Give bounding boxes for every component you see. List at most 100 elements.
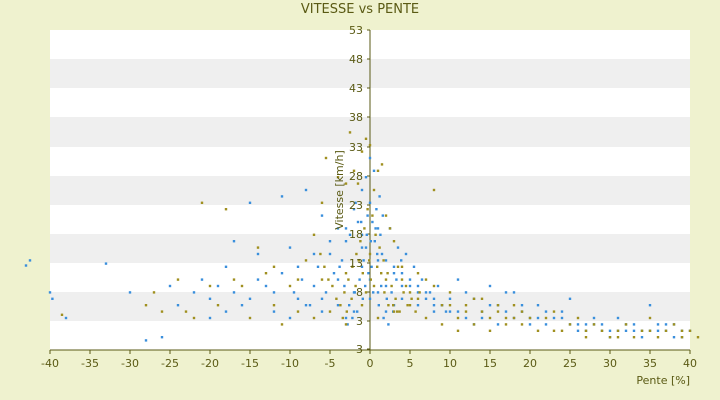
data-point: [420, 278, 424, 281]
data-point: [680, 329, 684, 332]
data-point: [272, 265, 276, 268]
data-point: [624, 323, 628, 326]
data-point: [372, 169, 376, 172]
data-point: [400, 265, 404, 268]
data-point: [568, 323, 572, 326]
data-point: [404, 284, 408, 288]
data-point: [416, 284, 420, 288]
data-point: [608, 329, 612, 332]
data-point: [398, 310, 401, 313]
data-point: [400, 272, 404, 275]
data-point: [656, 329, 660, 332]
data-point: [448, 297, 452, 300]
data-point: [390, 291, 393, 294]
data-point: [632, 336, 636, 339]
data-point: [368, 252, 372, 256]
data-point: [388, 227, 392, 230]
y-tick-label: 53: [349, 24, 363, 37]
data-point: [672, 336, 676, 339]
data-point: [456, 278, 460, 281]
data-point: [152, 291, 156, 294]
data-point: [414, 310, 417, 313]
data-point: [344, 240, 348, 243]
data-point: [584, 323, 588, 326]
data-point: [362, 259, 365, 262]
data-point: [304, 259, 308, 262]
data-point: [496, 323, 500, 326]
data-point: [412, 265, 416, 268]
data-point: [344, 182, 348, 185]
data-point: [632, 323, 636, 326]
data-point: [380, 284, 383, 288]
data-point: [387, 323, 390, 326]
data-point: [408, 304, 412, 307]
data-point: [416, 304, 420, 307]
data-point: [576, 316, 580, 320]
data-point: [480, 310, 484, 313]
data-point: [338, 265, 341, 268]
data-point: [560, 316, 564, 320]
y-tick-label: 43: [349, 82, 363, 95]
data-point: [432, 297, 436, 300]
data-point: [456, 329, 460, 332]
data-point: [336, 278, 340, 281]
data-point: [324, 156, 328, 160]
data-point: [216, 304, 220, 307]
data-point: [504, 291, 508, 294]
data-point: [376, 265, 379, 268]
y-tick-label: 8: [356, 286, 363, 299]
data-point: [328, 310, 332, 313]
data-point: [240, 284, 244, 288]
data-point: [376, 259, 380, 262]
data-point: [296, 265, 300, 268]
axes: [49, 29, 691, 354]
data-point: [448, 310, 452, 313]
data-point: [488, 284, 492, 288]
data-point: [480, 316, 484, 320]
data-point: [176, 278, 180, 281]
data-point: [512, 291, 516, 294]
data-point: [656, 336, 660, 339]
data-point: [296, 297, 300, 300]
data-point: [370, 265, 373, 268]
data-point: [520, 310, 524, 313]
data-point: [272, 310, 276, 313]
data-point: [339, 304, 342, 307]
data-point: [347, 278, 350, 281]
data-point: [352, 208, 356, 211]
data-point: [364, 291, 368, 294]
data-point: [248, 201, 252, 204]
data-point: [360, 304, 364, 307]
data-point: [378, 246, 381, 249]
x-axis-title: Pente [%]: [636, 374, 690, 387]
x-tick-label: 35: [643, 357, 657, 370]
data-point: [382, 316, 385, 320]
data-point: [348, 304, 351, 307]
data-point: [410, 297, 413, 300]
data-point: [184, 310, 188, 313]
data-point: [351, 316, 354, 320]
data-point: [272, 291, 276, 294]
data-point: [248, 316, 252, 320]
y-tick-label: 38: [349, 111, 363, 124]
data-point: [248, 297, 252, 300]
data-point: [390, 284, 393, 288]
data-point: [288, 284, 292, 288]
data-point: [380, 252, 384, 256]
data-point: [296, 310, 300, 313]
data-point: [320, 278, 324, 281]
data-point: [600, 323, 604, 326]
data-point: [344, 227, 348, 230]
data-point: [632, 329, 636, 332]
data-point: [352, 169, 356, 172]
y-tick-label: 13: [349, 257, 363, 270]
data-point: [472, 323, 476, 326]
data-point: [379, 233, 382, 236]
x-tick-label: -30: [121, 357, 139, 370]
data-point: [327, 278, 330, 281]
data-point: [396, 310, 399, 313]
data-point: [384, 278, 388, 281]
data-point: [272, 304, 276, 307]
data-point: [361, 272, 364, 275]
data-point: [292, 291, 296, 294]
